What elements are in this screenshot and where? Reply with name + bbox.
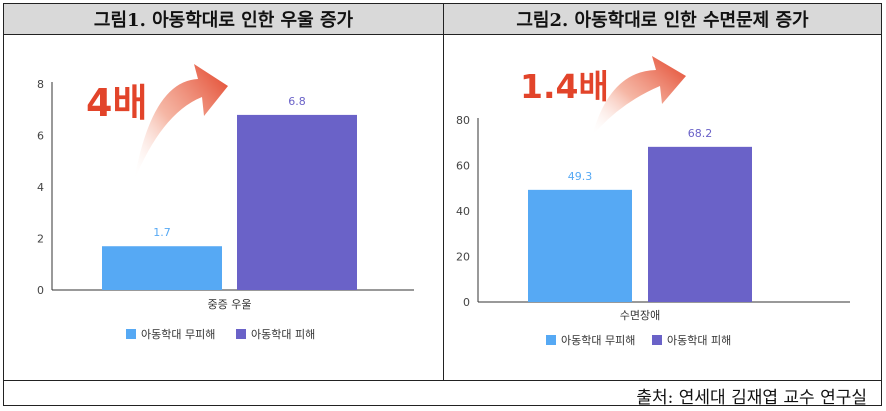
legend-label: 아동학대 무피해 [561, 333, 635, 347]
legend-label: 아동학대 피해 [251, 327, 315, 341]
category-label: 수면장애 [620, 309, 660, 322]
legend-label: 아동학대 피해 [667, 333, 731, 347]
figure1-title: 그림1. 아동학대로 인한 우울 증가 [4, 4, 443, 35]
legend-label: 아동학대 무피해 [141, 327, 215, 341]
y-tick-label: 8 [37, 78, 44, 91]
data-label: 6.8 [288, 95, 306, 108]
y-tick-label: 0 [463, 296, 470, 309]
legend-swatch [236, 329, 246, 339]
multiplier-annotation: 1.4배 [520, 67, 609, 106]
legend-swatch [652, 335, 662, 345]
y-tick-label: 2 [37, 233, 44, 246]
bar-2 [237, 114, 357, 291]
bar-1 [102, 246, 222, 290]
footer-divider [4, 380, 881, 381]
category-label: 중증 우울 [208, 298, 252, 311]
legend-swatch [126, 329, 136, 339]
data-label: 1.7 [153, 226, 171, 239]
bar-2 [648, 146, 752, 302]
multiplier-annotation: 4배 [86, 81, 147, 125]
data-label: 68.2 [688, 127, 713, 140]
bar-1 [528, 189, 632, 302]
figure-frame: 그림1. 아동학대로 인한 우울 증가 그림2. 아동학대로 인한 수면문제 증… [3, 3, 882, 408]
legend-swatch [546, 335, 556, 345]
trend-arrow-icon [592, 56, 686, 136]
source-note: 출처: 연세대 김재엽 교수 연구실 [636, 388, 867, 408]
y-tick-label: 0 [37, 284, 44, 297]
panel-divider [443, 4, 444, 380]
y-tick-label: 40 [456, 205, 470, 218]
y-tick-label: 20 [456, 251, 470, 264]
data-label: 49.3 [568, 170, 593, 183]
trend-arrow-icon [134, 64, 228, 181]
y-tick-label: 60 [456, 160, 470, 173]
figure2-title: 그림2. 아동학대로 인한 수면문제 증가 [444, 4, 881, 35]
y-tick-label: 4 [37, 181, 44, 194]
y-tick-label: 80 [456, 114, 470, 127]
y-tick-label: 6 [37, 130, 44, 143]
